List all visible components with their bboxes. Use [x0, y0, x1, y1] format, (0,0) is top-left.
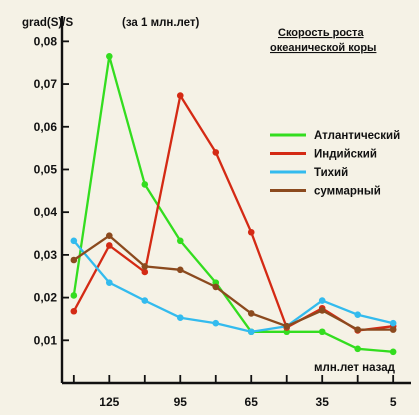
- y-tick-label: 0,08: [34, 34, 58, 48]
- x-tick-label: 35: [316, 395, 330, 409]
- data-point: [354, 326, 361, 333]
- series-2: [70, 92, 397, 334]
- data-point: [70, 256, 78, 264]
- data-point: [283, 322, 291, 330]
- legend: Атлантический Индийский Тихий суммарный: [270, 130, 400, 198]
- data-point: [176, 237, 184, 245]
- y-tick-label: 0,05: [34, 162, 58, 176]
- data-point: [389, 326, 397, 333]
- legend-label: Тихий: [314, 167, 348, 179]
- data-point: [354, 311, 361, 318]
- data-point: [247, 228, 255, 236]
- y-tick-label: 0,03: [34, 248, 58, 262]
- data-point: [70, 307, 78, 315]
- series-3: [70, 237, 397, 336]
- y-axis-label: grad(S)/S: [22, 17, 73, 29]
- data-point: [318, 307, 326, 314]
- chart-title-line-2: океанической коры: [270, 42, 376, 54]
- data-point: [389, 348, 397, 356]
- data-point: [141, 181, 149, 188]
- data-point: [212, 319, 220, 327]
- y-tick-label: 0,07: [34, 77, 58, 91]
- x-tick-label: 95: [174, 395, 188, 409]
- legend-label: суммарный: [314, 186, 381, 198]
- data-point: [247, 310, 255, 317]
- data-point: [141, 263, 149, 270]
- series-line: [73, 234, 394, 331]
- x-axis-label: млн.лет назад: [314, 362, 396, 374]
- data-point: [176, 92, 184, 99]
- data-point: [176, 266, 184, 274]
- data-point: [354, 345, 361, 353]
- y-axis-unit-note: (за 1 млн.лет): [122, 17, 200, 29]
- x-tick-label: 5: [390, 395, 397, 409]
- data-point: [106, 53, 113, 60]
- series-4: [70, 232, 397, 333]
- x-tick-label: 125: [99, 395, 119, 409]
- data-point: [212, 149, 220, 156]
- y-tick-label: 0,01: [34, 333, 58, 347]
- data-point: [141, 268, 149, 276]
- data-point: [106, 279, 113, 286]
- data-point: [318, 328, 326, 336]
- data-point: [141, 297, 149, 304]
- data-point: [176, 314, 184, 321]
- data-point: [212, 283, 220, 291]
- data-point: [70, 292, 78, 299]
- data-point: [106, 242, 113, 249]
- data-point: [70, 237, 78, 245]
- chart-title-line-1: Скорость роста: [278, 27, 364, 39]
- plot-area: [70, 53, 397, 356]
- series-line: [72, 55, 394, 353]
- data-point: [106, 232, 113, 239]
- data-point: [247, 328, 255, 336]
- legend-label: Атлантический: [314, 130, 400, 142]
- series-line: [72, 240, 394, 333]
- x-tick-label: 65: [245, 395, 259, 409]
- y-tick-label: 0,04: [34, 205, 58, 219]
- legend-label: Индийский: [314, 149, 377, 161]
- axes: 0,01 0,02 0,03 0,04 0,05 0,06 0,07 0,08 125 95 65 3…: [34, 16, 411, 409]
- y-tick-label: 0,02: [34, 291, 58, 305]
- y-tick-label: 0,06: [34, 120, 58, 134]
- data-point: [318, 297, 326, 304]
- data-point: [389, 319, 397, 327]
